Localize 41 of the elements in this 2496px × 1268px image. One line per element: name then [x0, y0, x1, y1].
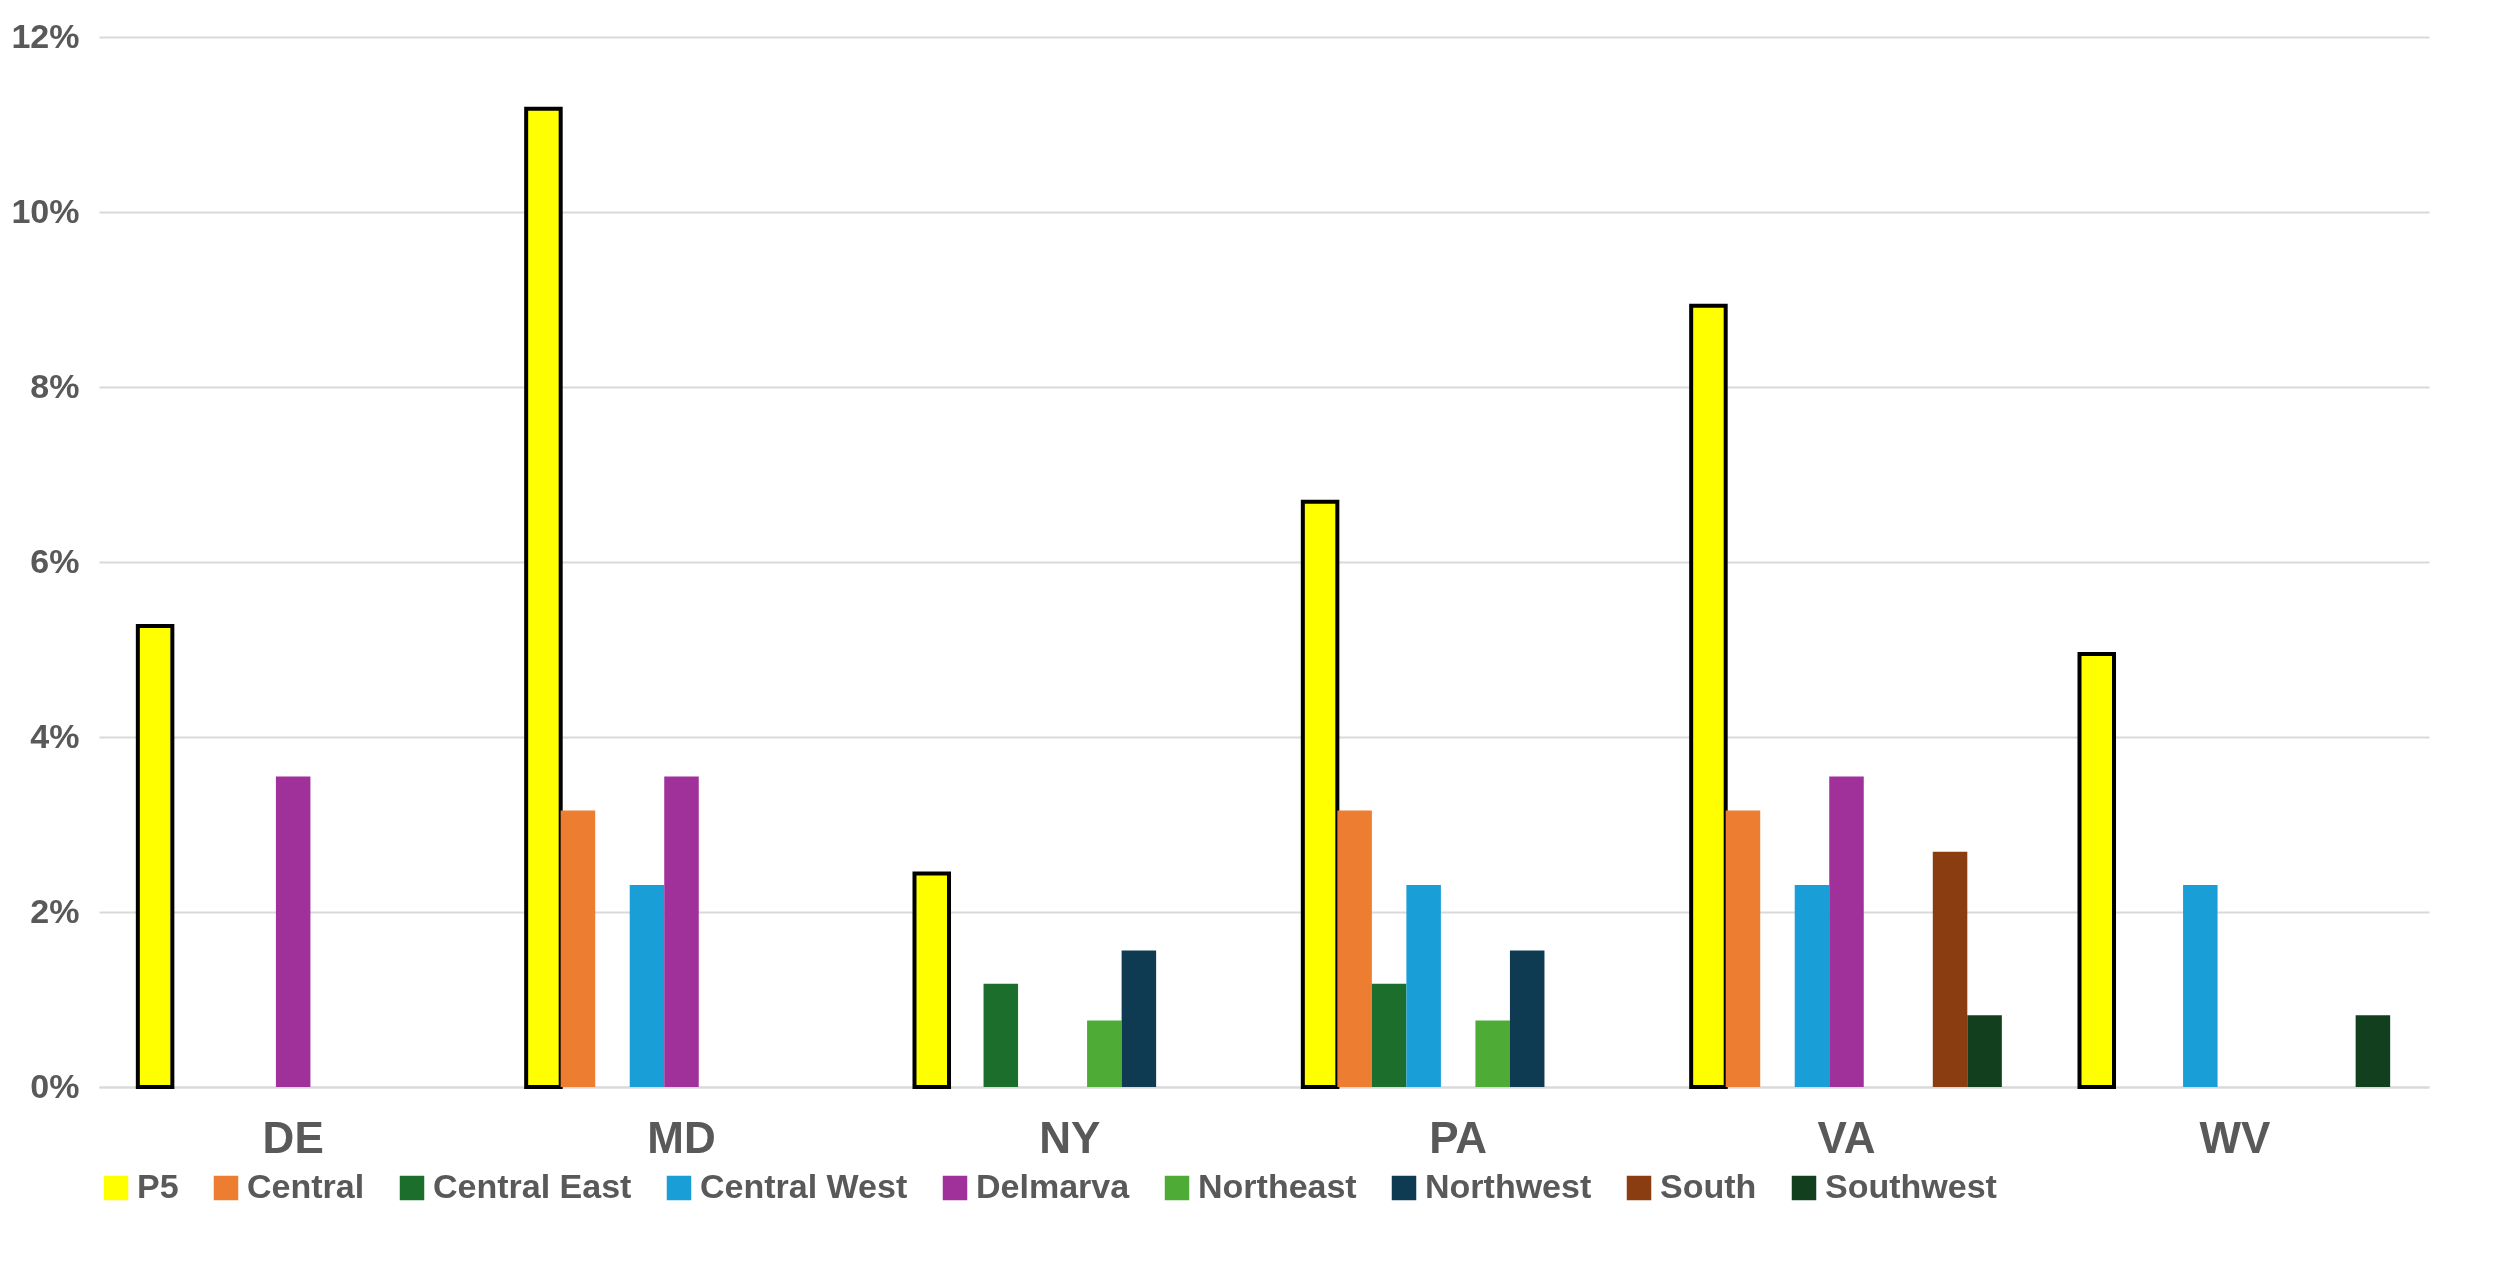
legend-label: P5 [137, 1167, 179, 1205]
x-tick-label: WV [2199, 1112, 2271, 1162]
bar [2183, 884, 2218, 1087]
x-tick-label: VA [1817, 1112, 1876, 1162]
bar [1087, 1020, 1122, 1087]
bar [1475, 1020, 1510, 1087]
y-tick-label: 0% [30, 1066, 80, 1105]
x-tick-label: DE [262, 1112, 324, 1162]
bar [1829, 776, 1864, 1087]
legend-label: Southwest [1825, 1167, 1997, 1205]
legend-label: Central West [700, 1167, 908, 1205]
bar [1406, 884, 1441, 1087]
bar [1794, 884, 1830, 1087]
y-tick-label: 10% [11, 191, 80, 230]
bar [560, 810, 596, 1087]
bar [1337, 810, 1372, 1087]
y-tick-label: 12% [11, 16, 80, 55]
bar [1121, 950, 1157, 1087]
bar [1967, 1015, 2002, 1087]
legend-label: Delmarva [976, 1167, 1131, 1205]
bar [2355, 1015, 2391, 1087]
bar [1725, 810, 1761, 1087]
bar [983, 983, 1019, 1087]
legend-label: Northeast [1198, 1167, 1357, 1205]
x-tick-label: MD [647, 1112, 716, 1162]
legend-label: Northwest [1425, 1167, 1592, 1205]
y-tick-label: 6% [30, 541, 80, 580]
bar [275, 776, 311, 1087]
bar [1371, 983, 1407, 1087]
legend-label: Central [247, 1167, 365, 1205]
bar [629, 884, 665, 1087]
bar [1509, 950, 1545, 1087]
x-tick-label: PA [1429, 1112, 1488, 1162]
x-tick-label: NY [1039, 1112, 1101, 1162]
legend-label: Central East [433, 1167, 632, 1205]
y-tick-label: 4% [30, 716, 80, 755]
y-tick-label: 8% [30, 366, 80, 405]
bar [1932, 851, 1968, 1087]
y-tick-label: 2% [30, 891, 80, 930]
legend-label: South [1660, 1167, 1757, 1205]
bar [664, 776, 699, 1087]
